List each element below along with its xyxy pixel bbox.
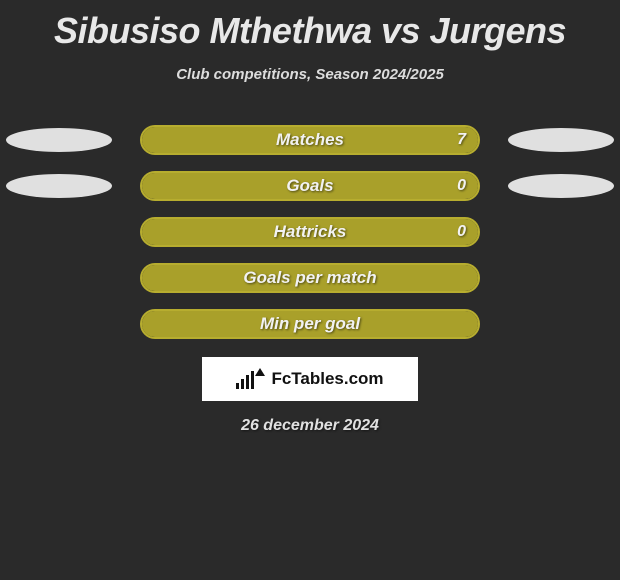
page-title: Sibusiso Mthethwa vs Jurgens (0, 0, 620, 52)
stat-label: Goals (140, 171, 480, 201)
stat-label: Hattricks (140, 217, 480, 247)
stat-label: Goals per match (140, 263, 480, 293)
stat-rows: Matches7Goals0Hattricks0Goals per matchM… (0, 125, 620, 339)
fctables-logo: FcTables.com (202, 357, 418, 401)
stat-value: 0 (457, 217, 466, 247)
logo-text: FcTables.com (271, 369, 383, 389)
stat-row: Goals0 (0, 171, 620, 201)
stat-value: 0 (457, 171, 466, 201)
arrow-up-icon (255, 368, 265, 376)
right-marker-ellipse (508, 174, 614, 198)
left-marker-ellipse (6, 174, 112, 198)
stat-value: 7 (457, 125, 466, 155)
chart-bars-icon (236, 369, 254, 389)
stat-row: Matches7 (0, 125, 620, 155)
stat-row: Goals per match (0, 263, 620, 293)
right-marker-ellipse (508, 128, 614, 152)
stat-row: Min per goal (0, 309, 620, 339)
subtitle: Club competitions, Season 2024/2025 (0, 66, 620, 83)
stat-label: Min per goal (140, 309, 480, 339)
date-text: 26 december 2024 (0, 417, 620, 435)
stat-label: Matches (140, 125, 480, 155)
stat-row: Hattricks0 (0, 217, 620, 247)
left-marker-ellipse (6, 128, 112, 152)
